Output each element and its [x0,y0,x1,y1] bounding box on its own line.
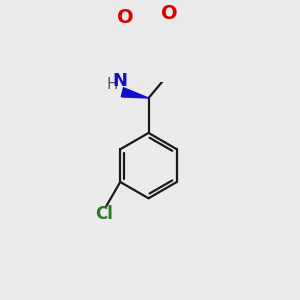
Text: N: N [112,72,127,90]
Text: H: H [106,77,118,92]
Polygon shape [122,88,148,98]
Text: O: O [116,8,133,27]
Text: O: O [161,4,178,23]
Text: Cl: Cl [95,206,113,224]
